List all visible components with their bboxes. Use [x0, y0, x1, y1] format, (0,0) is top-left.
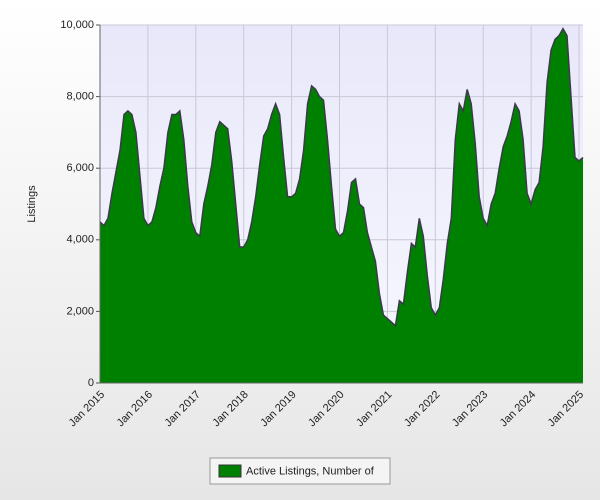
y-tick-label: 4,000: [66, 234, 94, 246]
y-tick-label: 8,000: [66, 91, 94, 103]
y-tick-label: 10,000: [60, 19, 94, 31]
legend: Active Listings, Number of: [209, 457, 391, 485]
y-axis-label: Listings: [26, 185, 38, 223]
y-tick-label: 2,000: [66, 305, 94, 317]
area: [100, 28, 583, 383]
line: [99, 27, 584, 328]
y-tick-label: 6,000: [66, 162, 94, 174]
legend-swatch: [218, 464, 242, 478]
y-tick-label: 0: [88, 377, 94, 389]
legend-label: Active Listings, Number of: [246, 465, 375, 477]
